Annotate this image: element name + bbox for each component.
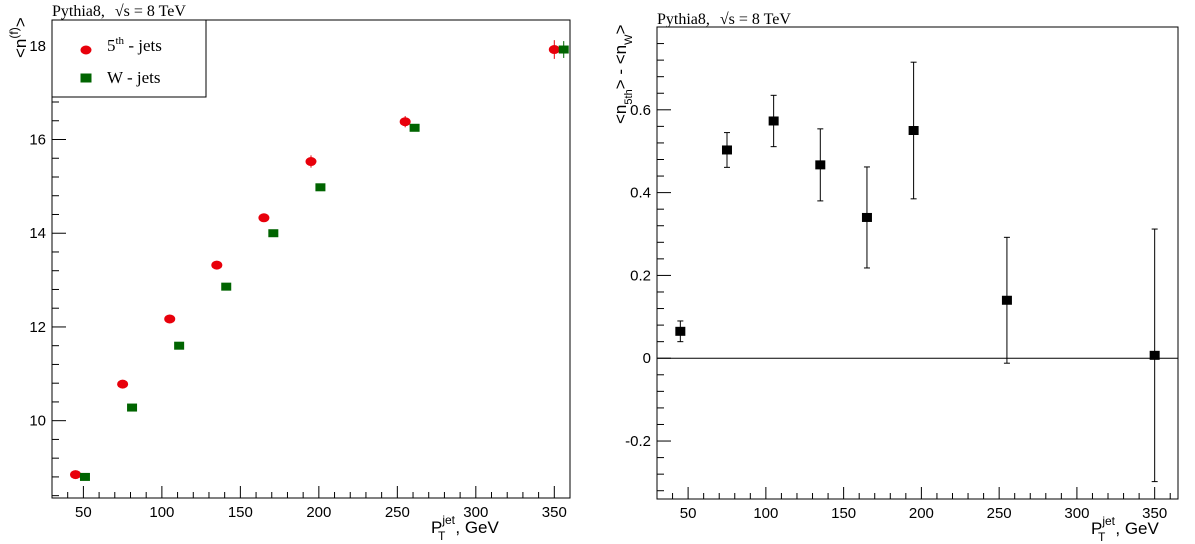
right-point-square xyxy=(1149,350,1160,360)
left-y-tick-label: 18 xyxy=(29,38,46,55)
right-y-axis-label: <n5th> - <nW> xyxy=(611,25,635,125)
right-data-marks xyxy=(657,61,1178,483)
left-point-circle xyxy=(258,213,270,223)
left-point-square xyxy=(268,229,279,238)
legend-box xyxy=(51,19,207,98)
left-x-tick-label: 300 xyxy=(463,504,488,521)
right-x-tick-label: 50 xyxy=(680,505,697,522)
right-x-tick-label: 200 xyxy=(909,505,934,522)
right-x-tick-label: 300 xyxy=(1064,505,1089,522)
left-point-circle xyxy=(305,157,317,167)
left-point-square xyxy=(127,403,138,412)
left-axis-ticks: 50 100 150 200 250 300 350 10 12 14 16 18 xyxy=(29,26,567,521)
left-point-circle xyxy=(117,379,129,389)
right-chart-title: Pythia8, √s = 8 TeV xyxy=(657,11,791,28)
left-point-circle xyxy=(399,117,411,127)
left-point-square xyxy=(221,282,232,291)
right-x-axis-label: Pjet T, GeV xyxy=(1091,514,1159,544)
right-x-tick-label: 350 xyxy=(1142,505,1167,522)
right-point-square xyxy=(768,116,779,126)
left-point-square xyxy=(315,183,326,192)
right-y-tick-label: 0 xyxy=(643,350,651,367)
right-x-tick-label: 250 xyxy=(987,505,1012,522)
legend-label-5th-jets: 5th - jets xyxy=(107,35,162,55)
right-axis-ticks: 50 100 150 200 250 300 350 -0.2 0 0.2 0.4 0.6 xyxy=(625,43,1171,522)
right-y-tick-label: 0.6 xyxy=(630,102,651,119)
right-point-square xyxy=(675,326,686,336)
left-y-tick-label: 10 xyxy=(29,413,46,430)
legend-marker-w-jets xyxy=(80,73,92,83)
right-point-square xyxy=(721,145,732,155)
right-y-tick-label: 0.2 xyxy=(630,267,651,284)
left-plot-frame xyxy=(51,19,571,499)
left-x-axis-label: Pjet T, GeV xyxy=(431,513,499,543)
legend-marker-5th-jets xyxy=(80,45,92,55)
left-data-marks xyxy=(70,40,569,481)
left-legend: 5th - jets W - jets xyxy=(51,19,207,98)
left-point-circle xyxy=(164,314,176,324)
left-y-tick-label: 14 xyxy=(29,225,46,242)
left-point-circle xyxy=(211,260,223,270)
left-point-circle xyxy=(70,470,82,480)
left-x-tick-label: 250 xyxy=(385,504,410,521)
right-x-tick-label: 150 xyxy=(831,505,856,522)
left-chart: Pythia8, √s = 8 TeV 50 100 150 200 250 300 350… xyxy=(7,3,571,543)
left-chart-title: Pythia8, √s = 8 TeV xyxy=(52,3,186,20)
right-plot-frame xyxy=(656,26,1179,500)
left-x-tick-label: 200 xyxy=(306,504,331,521)
left-point-square xyxy=(558,45,569,54)
left-y-tick-label: 16 xyxy=(29,132,46,149)
left-x-tick-label: 350 xyxy=(542,504,567,521)
right-point-square xyxy=(861,212,872,222)
right-point-square xyxy=(908,126,919,136)
right-x-tick-label: 100 xyxy=(753,505,778,522)
right-point-square xyxy=(815,160,826,170)
left-x-tick-label: 100 xyxy=(149,504,174,521)
left-point-circle xyxy=(548,45,560,55)
left-y-axis-label: <n(f)> xyxy=(7,17,30,58)
left-point-square xyxy=(79,472,90,481)
left-y-tick-label: 12 xyxy=(29,319,46,336)
right-y-tick-label: 0.4 xyxy=(630,185,651,202)
left-x-tick-label: 150 xyxy=(228,504,253,521)
left-point-square xyxy=(174,341,185,350)
right-chart: Pythia8, √s = 8 TeV 50 100 150 200 250 300 350… xyxy=(611,11,1179,544)
legend-label-w-jets: W - jets xyxy=(107,68,161,87)
right-point-square xyxy=(1001,295,1012,305)
right-y-tick-label: -0.2 xyxy=(625,433,651,450)
left-point-square xyxy=(409,123,420,132)
left-x-tick-label: 50 xyxy=(75,504,92,521)
